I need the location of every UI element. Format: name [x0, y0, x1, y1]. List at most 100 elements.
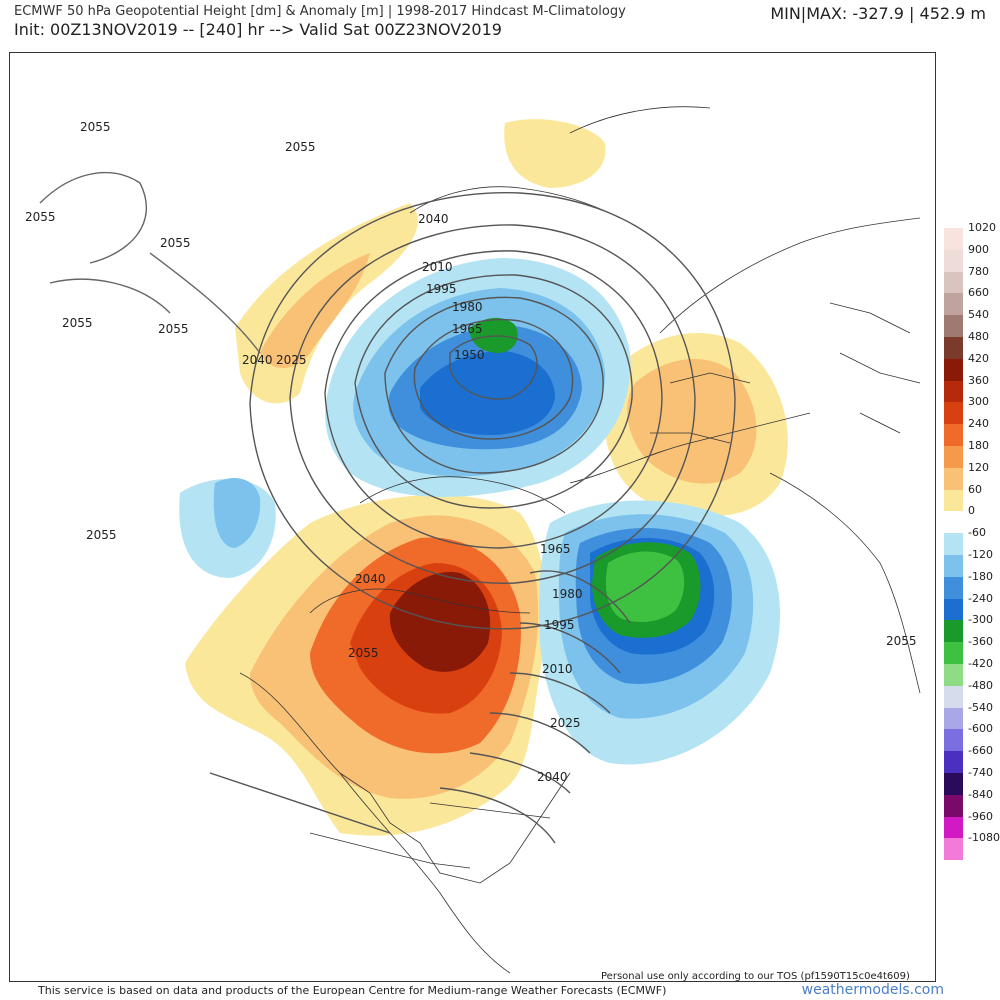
- colorbar-swatch: [944, 642, 963, 664]
- contour-label: 2055: [160, 236, 191, 250]
- colorbar-label: -740: [968, 765, 993, 779]
- contour-label: 2025: [550, 716, 581, 730]
- map-title: ECMWF 50 hPa Geopotential Height [dm] & …: [14, 4, 626, 19]
- colorbar-entry: -240: [944, 592, 998, 621]
- contour-label: 2055: [86, 528, 117, 542]
- contour-1965b: [529, 570, 631, 624]
- negative-anomaly-atlantic-core: [605, 551, 685, 623]
- colorbar-label: 1020: [968, 221, 996, 234]
- anomaly-shading: [179, 119, 788, 836]
- contour-label: 2055: [25, 210, 56, 224]
- brand-link[interactable]: weathermodels.com: [801, 982, 944, 998]
- colorbar-entry: -540: [944, 701, 998, 730]
- colorbar-swatch: [944, 576, 963, 599]
- height-contours: [39, 171, 736, 844]
- colorbar-entry: 120: [944, 461, 998, 490]
- colorbar-entry: -960: [944, 810, 998, 839]
- colorbar-label: -300: [968, 613, 993, 627]
- colorbar-entry: 0: [944, 504, 998, 534]
- colorbar-entry: 900: [944, 243, 998, 272]
- min-max-readout: MIN|MAX: -327.9 | 452.9 m: [770, 4, 986, 23]
- colorbar-label: 180: [968, 438, 989, 452]
- colorbar-entry: -180: [944, 570, 998, 599]
- colorbar-entry: -300: [944, 613, 998, 643]
- colorbar-label: 480: [968, 329, 989, 343]
- contour-1950: [449, 335, 538, 400]
- contour-label: 2025: [276, 353, 307, 367]
- contour-2040b: [439, 787, 556, 844]
- colorbar-swatch: [944, 663, 963, 686]
- colorbar-swatch: [944, 729, 963, 752]
- personal-use-notice: Personal use only according to our TOS (…: [601, 971, 910, 982]
- colorbar-entry: 420: [944, 352, 998, 381]
- colorbar-label: -240: [968, 591, 993, 605]
- colorbar-swatch: [944, 489, 963, 512]
- colorbar-swatch: [944, 554, 963, 577]
- ecmwf-attribution: This service is based on data and produc…: [38, 984, 667, 997]
- contour-label: 1980: [552, 587, 583, 601]
- colorbar-label: 0: [968, 504, 975, 518]
- contour-1995: [354, 274, 633, 509]
- colorbar-entry: 180: [944, 439, 998, 468]
- colorbar-entry: -600: [944, 722, 998, 752]
- colorbar-entry: -660: [944, 744, 998, 773]
- map-canvas: 2055 2055 2055 2055 2055 2055 2055 2055 …: [25, 106, 921, 974]
- colorbar-label: -180: [968, 569, 993, 583]
- contour-label: 1965: [540, 542, 571, 556]
- contour-1980: [384, 296, 604, 474]
- colorbar-swatch: [944, 402, 963, 425]
- contour-1995b: [509, 672, 611, 714]
- colorbar-swatch: [944, 467, 963, 490]
- colorbar-swatch: [944, 228, 963, 250]
- contour-label: 2055: [62, 316, 93, 330]
- colorbar-label: 240: [968, 417, 989, 431]
- colorbar-entry: 240: [944, 417, 998, 446]
- contour-1965: [413, 318, 574, 440]
- contour-2055-west: [39, 171, 261, 354]
- positive-anomaly-north-top: [504, 119, 606, 188]
- colorbar-entry: -120: [944, 548, 998, 577]
- map-panel: 2055 2055 2055 2055 2055 2055 2055 2055 …: [9, 52, 936, 982]
- coastlines: [239, 106, 921, 974]
- colorbar-entry: 1020: [944, 221, 998, 250]
- contour-labels: 2055 2055 2055 2055 2055 2055 2055 2055 …: [25, 120, 917, 784]
- contour-label: 2055: [348, 646, 379, 660]
- colorbar-label: -360: [968, 635, 993, 649]
- colorbar-swatch: [944, 511, 963, 534]
- colorbar-entry: -740: [944, 766, 998, 795]
- contour-2040: [249, 192, 736, 630]
- colorbar-entry: 480: [944, 330, 998, 359]
- contour-1980b: [519, 622, 621, 674]
- colorbar-swatch: [944, 772, 963, 795]
- contour-2010b: [489, 712, 591, 754]
- colorbar-swatch: [944, 838, 963, 861]
- colorbar-entry: -1080: [944, 831, 1000, 861]
- contour-label: 2055: [80, 120, 111, 134]
- colorbar-entry: 60: [944, 483, 998, 512]
- colorbar-label: 300: [968, 395, 989, 409]
- colorbar-label: -420: [968, 656, 993, 670]
- contour-2055: [209, 772, 391, 834]
- colorbar-swatch: [944, 271, 963, 294]
- colorbar-swatch: [944, 358, 963, 381]
- colorbar-swatch: [944, 598, 963, 621]
- contour-label: 1980: [452, 300, 483, 314]
- colorbar-swatch: [944, 336, 963, 359]
- colorbar-entry: 540: [944, 308, 998, 337]
- negative-anomaly-pacific-2: [213, 478, 261, 548]
- contour-label: 2040: [355, 572, 386, 586]
- colorbar-label: 660: [968, 286, 989, 300]
- colorbar-swatch: [944, 380, 963, 403]
- colorbar-label: 420: [968, 351, 989, 365]
- colorbar-swatch: [944, 424, 963, 446]
- colorbar-swatch: [944, 620, 963, 643]
- colorbar-swatch: [944, 445, 963, 468]
- colorbar-swatch: [944, 751, 963, 773]
- colorbar-entry: 360: [944, 374, 998, 403]
- colorbar-label: -540: [968, 700, 993, 714]
- anomaly-colorbar: 1020 900 780 660 540 480 420 360 300 240 180 120 60 0…: [944, 221, 1000, 861]
- contour-label: 1995: [544, 618, 575, 632]
- contour-label: 2040: [418, 212, 449, 226]
- colorbar-swatch: [944, 685, 963, 708]
- contour-label: 2055: [285, 140, 316, 154]
